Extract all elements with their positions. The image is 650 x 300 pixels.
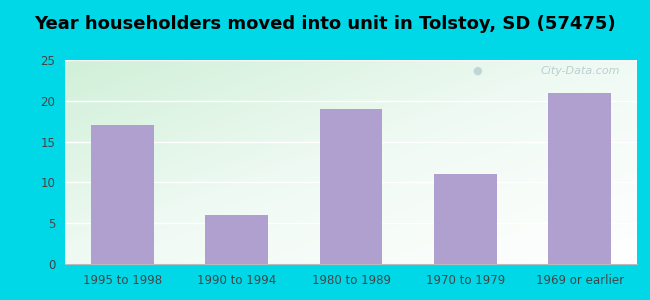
Bar bbox=[320, 109, 382, 264]
Bar bbox=[434, 174, 497, 264]
Bar bbox=[205, 215, 268, 264]
Text: Year householders moved into unit in Tolstoy, SD (57475): Year householders moved into unit in Tol… bbox=[34, 15, 616, 33]
Text: ●: ● bbox=[473, 66, 482, 76]
Bar bbox=[549, 93, 611, 264]
Bar bbox=[91, 125, 153, 264]
Text: City-Data.com: City-Data.com bbox=[540, 66, 620, 76]
